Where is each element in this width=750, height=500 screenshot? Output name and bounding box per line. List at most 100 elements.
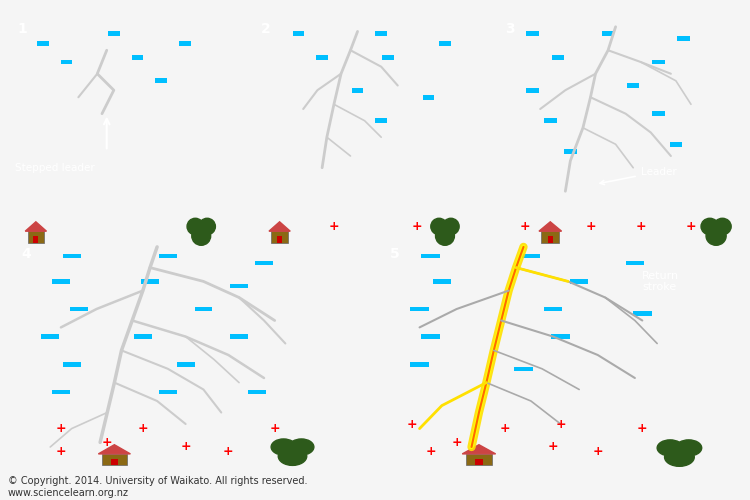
Text: +: + bbox=[637, 422, 647, 435]
FancyBboxPatch shape bbox=[602, 32, 614, 36]
FancyBboxPatch shape bbox=[526, 88, 539, 92]
Circle shape bbox=[192, 226, 211, 246]
Circle shape bbox=[289, 439, 314, 455]
Text: +: + bbox=[548, 440, 559, 454]
FancyBboxPatch shape bbox=[70, 306, 88, 312]
FancyBboxPatch shape bbox=[34, 236, 38, 243]
Text: 2: 2 bbox=[261, 22, 271, 36]
FancyBboxPatch shape bbox=[52, 279, 70, 283]
Circle shape bbox=[701, 218, 718, 234]
Circle shape bbox=[713, 218, 731, 234]
Text: © Copyright. 2014. University of Waikato. All rights reserved.
www.sciencelearn.: © Copyright. 2014. University of Waikato… bbox=[8, 476, 307, 498]
FancyBboxPatch shape bbox=[422, 95, 434, 100]
Polygon shape bbox=[98, 444, 130, 454]
FancyBboxPatch shape bbox=[442, 236, 448, 246]
FancyBboxPatch shape bbox=[422, 254, 440, 258]
Polygon shape bbox=[539, 222, 562, 231]
Text: +: + bbox=[269, 422, 280, 435]
FancyBboxPatch shape bbox=[466, 454, 492, 466]
FancyBboxPatch shape bbox=[131, 55, 143, 60]
FancyBboxPatch shape bbox=[230, 334, 248, 339]
FancyBboxPatch shape bbox=[712, 236, 720, 246]
FancyBboxPatch shape bbox=[548, 236, 553, 243]
FancyBboxPatch shape bbox=[159, 254, 177, 258]
FancyBboxPatch shape bbox=[542, 231, 559, 243]
Circle shape bbox=[436, 226, 454, 246]
FancyBboxPatch shape bbox=[382, 55, 394, 60]
FancyBboxPatch shape bbox=[255, 260, 273, 266]
FancyBboxPatch shape bbox=[41, 334, 59, 339]
Text: +: + bbox=[555, 418, 566, 430]
Circle shape bbox=[676, 440, 702, 456]
Circle shape bbox=[706, 226, 726, 246]
FancyBboxPatch shape bbox=[633, 312, 652, 316]
FancyBboxPatch shape bbox=[52, 390, 70, 394]
FancyBboxPatch shape bbox=[159, 390, 177, 394]
Circle shape bbox=[442, 218, 459, 234]
Text: Leader: Leader bbox=[600, 167, 676, 184]
FancyBboxPatch shape bbox=[670, 142, 682, 146]
Text: +: + bbox=[452, 436, 462, 449]
FancyBboxPatch shape bbox=[28, 231, 44, 243]
FancyBboxPatch shape bbox=[439, 41, 451, 46]
FancyBboxPatch shape bbox=[652, 112, 664, 116]
FancyBboxPatch shape bbox=[155, 78, 167, 83]
Text: +: + bbox=[500, 422, 510, 435]
FancyBboxPatch shape bbox=[198, 236, 205, 246]
FancyBboxPatch shape bbox=[433, 279, 451, 283]
FancyBboxPatch shape bbox=[677, 36, 690, 41]
FancyBboxPatch shape bbox=[177, 362, 194, 366]
FancyBboxPatch shape bbox=[272, 231, 288, 243]
FancyBboxPatch shape bbox=[178, 41, 190, 46]
Circle shape bbox=[278, 447, 307, 466]
FancyBboxPatch shape bbox=[544, 306, 562, 312]
FancyBboxPatch shape bbox=[526, 32, 539, 36]
Text: +: + bbox=[411, 220, 422, 233]
FancyBboxPatch shape bbox=[287, 456, 298, 466]
Text: +: + bbox=[635, 220, 646, 233]
Polygon shape bbox=[462, 444, 496, 454]
FancyBboxPatch shape bbox=[652, 60, 664, 64]
Text: +: + bbox=[520, 220, 530, 233]
FancyBboxPatch shape bbox=[422, 334, 440, 339]
Text: +: + bbox=[102, 436, 112, 449]
FancyBboxPatch shape bbox=[375, 32, 387, 36]
Text: +: + bbox=[328, 220, 339, 233]
FancyBboxPatch shape bbox=[111, 458, 118, 466]
FancyBboxPatch shape bbox=[316, 55, 328, 60]
Text: +: + bbox=[686, 220, 696, 233]
Circle shape bbox=[187, 218, 203, 234]
Circle shape bbox=[272, 439, 296, 455]
Polygon shape bbox=[269, 222, 290, 231]
Text: +: + bbox=[180, 440, 191, 454]
FancyBboxPatch shape bbox=[476, 458, 483, 466]
Text: +: + bbox=[592, 445, 603, 458]
FancyBboxPatch shape bbox=[410, 362, 429, 366]
Text: 1: 1 bbox=[17, 22, 27, 36]
FancyBboxPatch shape bbox=[551, 55, 564, 60]
FancyBboxPatch shape bbox=[61, 60, 73, 64]
Text: 3: 3 bbox=[505, 22, 515, 36]
Text: Return
stroke: Return stroke bbox=[642, 270, 680, 292]
FancyBboxPatch shape bbox=[544, 118, 556, 123]
FancyBboxPatch shape bbox=[352, 88, 364, 92]
FancyBboxPatch shape bbox=[551, 334, 570, 339]
FancyBboxPatch shape bbox=[522, 254, 540, 258]
FancyBboxPatch shape bbox=[514, 366, 532, 371]
Polygon shape bbox=[26, 222, 46, 231]
FancyBboxPatch shape bbox=[248, 390, 266, 394]
Text: +: + bbox=[406, 418, 418, 430]
FancyBboxPatch shape bbox=[141, 279, 159, 283]
Text: +: + bbox=[425, 445, 436, 458]
FancyBboxPatch shape bbox=[674, 457, 685, 466]
FancyBboxPatch shape bbox=[292, 32, 304, 36]
FancyBboxPatch shape bbox=[627, 83, 640, 88]
Text: +: + bbox=[56, 422, 66, 435]
Circle shape bbox=[199, 218, 215, 234]
FancyBboxPatch shape bbox=[63, 362, 80, 366]
FancyBboxPatch shape bbox=[230, 284, 248, 288]
FancyBboxPatch shape bbox=[63, 254, 80, 258]
Text: 5: 5 bbox=[390, 247, 400, 261]
FancyBboxPatch shape bbox=[134, 334, 152, 339]
Text: +: + bbox=[137, 422, 148, 435]
